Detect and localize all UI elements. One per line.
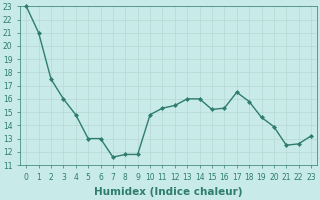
X-axis label: Humidex (Indice chaleur): Humidex (Indice chaleur) (94, 187, 243, 197)
